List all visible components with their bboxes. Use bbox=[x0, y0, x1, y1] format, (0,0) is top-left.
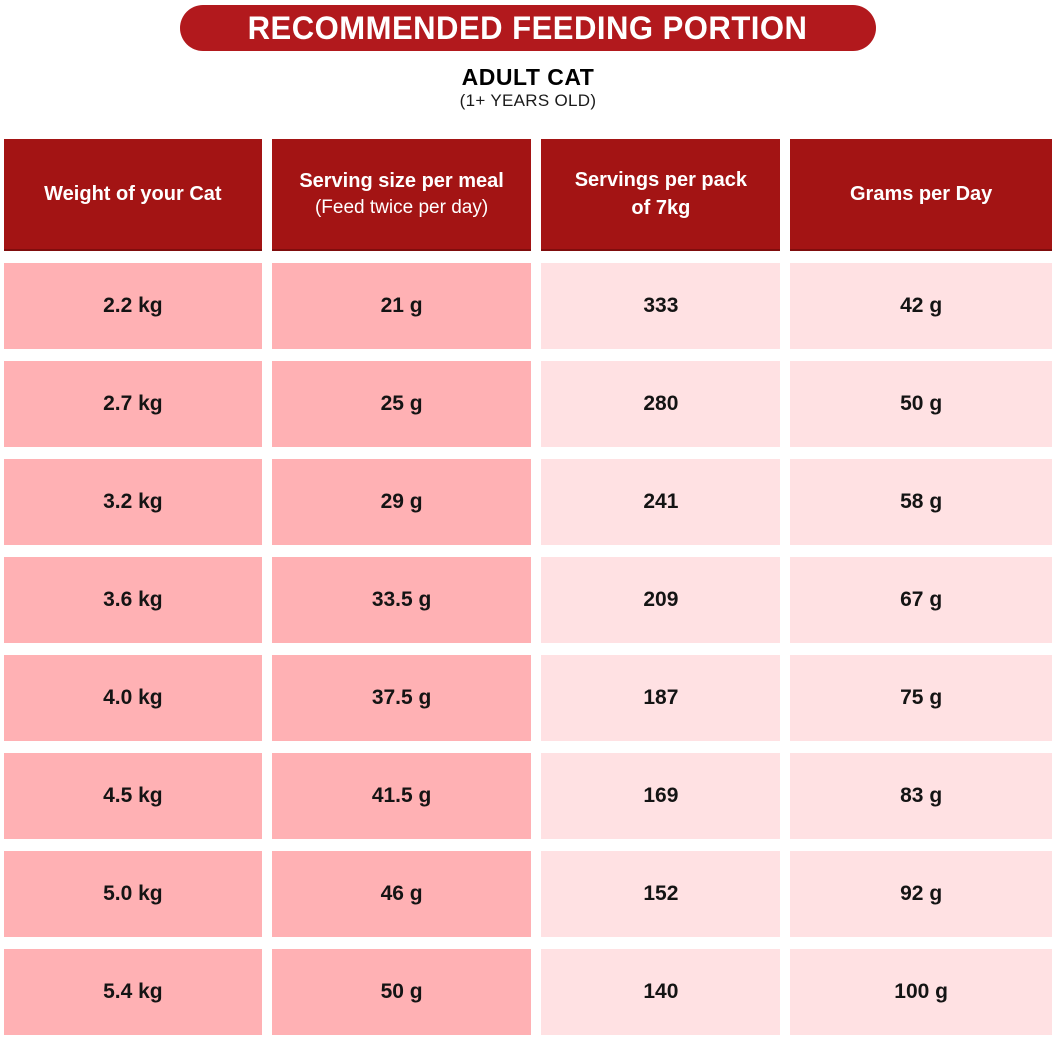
table-cell: 4.5 kg bbox=[4, 753, 262, 839]
column-header-sublabel: (Feed twice per day) bbox=[314, 197, 489, 219]
table-cell: 280 bbox=[541, 361, 781, 447]
column-header-grams-per-day: Grams per Day bbox=[790, 139, 1052, 251]
feeding-table: Weight of your Cat Serving size per meal… bbox=[4, 139, 1052, 1035]
table-cell: 209 bbox=[541, 557, 781, 643]
table-cell: 152 bbox=[541, 851, 781, 937]
table-cell: 42 g bbox=[790, 263, 1052, 349]
table-cell: 241 bbox=[541, 459, 781, 545]
column-header-label: Grams per Day bbox=[849, 183, 993, 205]
table-cell: 2.7 kg bbox=[4, 361, 262, 447]
column-header-serving-size: Serving size per meal (Feed twice per da… bbox=[271, 139, 532, 251]
table-cell: 50 g bbox=[271, 949, 532, 1035]
table-cell: 33.5 g bbox=[271, 557, 532, 643]
subtitle-adult-cat: ADULT CAT bbox=[461, 64, 595, 90]
column-header-label: Weight of your Cat bbox=[44, 183, 222, 205]
subtitle-age-note: (1+ YEARS OLD) bbox=[459, 91, 597, 110]
table-cell: 50 g bbox=[790, 361, 1052, 447]
table-cell: 75 g bbox=[790, 655, 1052, 741]
column-header-weight: Weight of your Cat bbox=[4, 139, 262, 251]
table-cell: 5.4 kg bbox=[4, 949, 262, 1035]
table-cell: 25 g bbox=[271, 361, 532, 447]
table-cell: 29 g bbox=[271, 459, 532, 545]
table-cell: 5.0 kg bbox=[4, 851, 262, 937]
table-cell: 21 g bbox=[271, 263, 532, 349]
table-cell: 46 g bbox=[271, 851, 532, 937]
table-cell: 67 g bbox=[790, 557, 1052, 643]
table-cell: 3.2 kg bbox=[4, 459, 262, 545]
table-cell: 187 bbox=[541, 655, 781, 741]
table-cell: 333 bbox=[541, 263, 781, 349]
title-banner: RECOMMENDED FEEDING PORTION bbox=[180, 5, 876, 51]
table-cell: 3.6 kg bbox=[4, 557, 262, 643]
table-cell: 2.2 kg bbox=[4, 263, 262, 349]
page-title: RECOMMENDED FEEDING PORTION bbox=[248, 9, 808, 46]
table-cell: 58 g bbox=[790, 459, 1052, 545]
table-cell: 37.5 g bbox=[271, 655, 532, 741]
column-header-servings-per-pack: Servings per pack of 7kg bbox=[541, 139, 781, 251]
table-cell: 92 g bbox=[790, 851, 1052, 937]
table-cell: 83 g bbox=[790, 753, 1052, 839]
table-cell: 4.0 kg bbox=[4, 655, 262, 741]
table-cell: 41.5 g bbox=[271, 753, 532, 839]
column-header-label: Servings per pack of 7kg bbox=[574, 169, 748, 219]
table-cell: 169 bbox=[541, 753, 781, 839]
table-cell: 100 g bbox=[790, 949, 1052, 1035]
table-cell: 140 bbox=[541, 949, 781, 1035]
column-header-label: Serving size per meal bbox=[299, 170, 504, 193]
